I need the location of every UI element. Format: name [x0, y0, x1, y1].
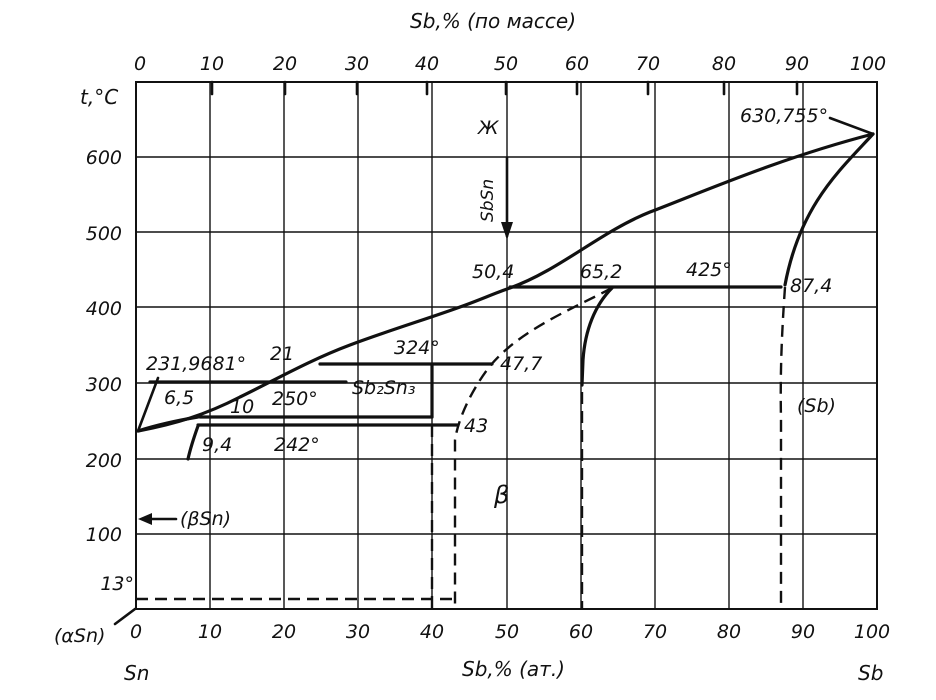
top-tick: 80: [712, 53, 736, 75]
bottom-tick: 70: [643, 621, 667, 643]
top-axis-ticks: 0 10 20 30 40 50 60 70 80 90 100: [134, 53, 886, 75]
alpha-sn-label: (αSn): [54, 625, 105, 647]
bottom-tick: 10: [198, 621, 222, 643]
element-sn-label: Sn: [124, 661, 149, 685]
sn-solvus: [186, 424, 200, 461]
top-tick: 10: [200, 53, 224, 75]
top-tick: 40: [415, 53, 439, 75]
label-630: 630,755°: [740, 105, 828, 127]
y-tick: 200: [86, 450, 122, 472]
y-axis-title: t,°C: [80, 85, 118, 109]
top-tick: 50: [494, 53, 518, 75]
sb-solidus-curve: [783, 132, 875, 287]
beta-sn-arrowhead: [138, 513, 152, 525]
top-axis-tick-marks: [210, 80, 799, 96]
top-tick: 100: [850, 53, 886, 75]
bottom-tick: 0: [130, 621, 142, 643]
beta-right-boundary: [580, 286, 614, 387]
bottom-tick: 40: [420, 621, 444, 643]
label-324: 324°: [394, 337, 440, 359]
sb-melting-leader: [828, 116, 875, 136]
y-tick-13: 13°: [100, 573, 134, 595]
y-tick: 400: [86, 298, 122, 320]
label-43: 43: [464, 415, 488, 437]
bottom-tick: 100: [854, 621, 890, 643]
label-47-7: 47,7: [500, 353, 542, 375]
bottom-tick: 80: [717, 621, 741, 643]
y-axis-ticks: 600 500 400 300 200 100 13°: [86, 147, 134, 595]
beta-phase-label: β: [493, 481, 509, 509]
top-tick: 60: [565, 53, 589, 75]
label-9-4: 9,4: [202, 434, 232, 456]
bottom-tick: 20: [272, 621, 296, 643]
top-tick: 0: [134, 53, 146, 75]
sb-solvus-dashed: [779, 286, 787, 609]
bottom-tick: 60: [569, 621, 593, 643]
bottom-axis-ticks: 0 10 20 30 40 50 60 70 80 90 100: [130, 621, 890, 643]
label-242: 242°: [274, 434, 320, 456]
top-tick: 90: [785, 53, 809, 75]
y-tick: 100: [86, 524, 122, 546]
top-tick: 30: [345, 53, 369, 75]
top-tick: 70: [636, 53, 660, 75]
bottom-tick: 90: [791, 621, 815, 643]
label-21: 21: [270, 343, 294, 365]
y-tick: 600: [86, 147, 122, 169]
alpha-sn-arrow: [113, 607, 137, 626]
label-425: 425°: [686, 259, 732, 281]
label-50-4: 50,4: [472, 261, 514, 283]
bottom-axis-title: Sb,% (ат.): [462, 657, 565, 681]
y-tick: 500: [86, 223, 122, 245]
sb-solid-label: (Sb): [797, 395, 836, 417]
element-sb-label: Sb: [858, 661, 883, 685]
sbsn-label: SbSn: [478, 179, 498, 222]
liquid-label: Ж: [477, 117, 500, 139]
sn-melting-leader: [136, 376, 160, 433]
bottom-tick: 50: [495, 621, 519, 643]
sn-solidus: [136, 415, 200, 433]
beta-left-boundary: [453, 286, 613, 609]
top-tick: 20: [273, 53, 297, 75]
label-65-2: 65,2: [580, 261, 622, 283]
label-87-4: 87,4: [790, 275, 832, 297]
sbsn-arrowhead: [501, 222, 513, 240]
label-231: 231,9681°: [146, 353, 246, 375]
sb2sn3-label: Sb₂Sn₃: [352, 377, 415, 399]
top-axis-title: Sb,% (по массе): [410, 9, 576, 33]
y-tick: 300: [86, 374, 122, 396]
label-6-5: 6,5: [164, 387, 194, 409]
beta-sn-label: (βSn): [180, 508, 231, 530]
label-10: 10: [230, 396, 254, 418]
liquidus-curve: [136, 132, 875, 433]
label-250: 250°: [272, 388, 318, 410]
bottom-tick: 30: [346, 621, 370, 643]
